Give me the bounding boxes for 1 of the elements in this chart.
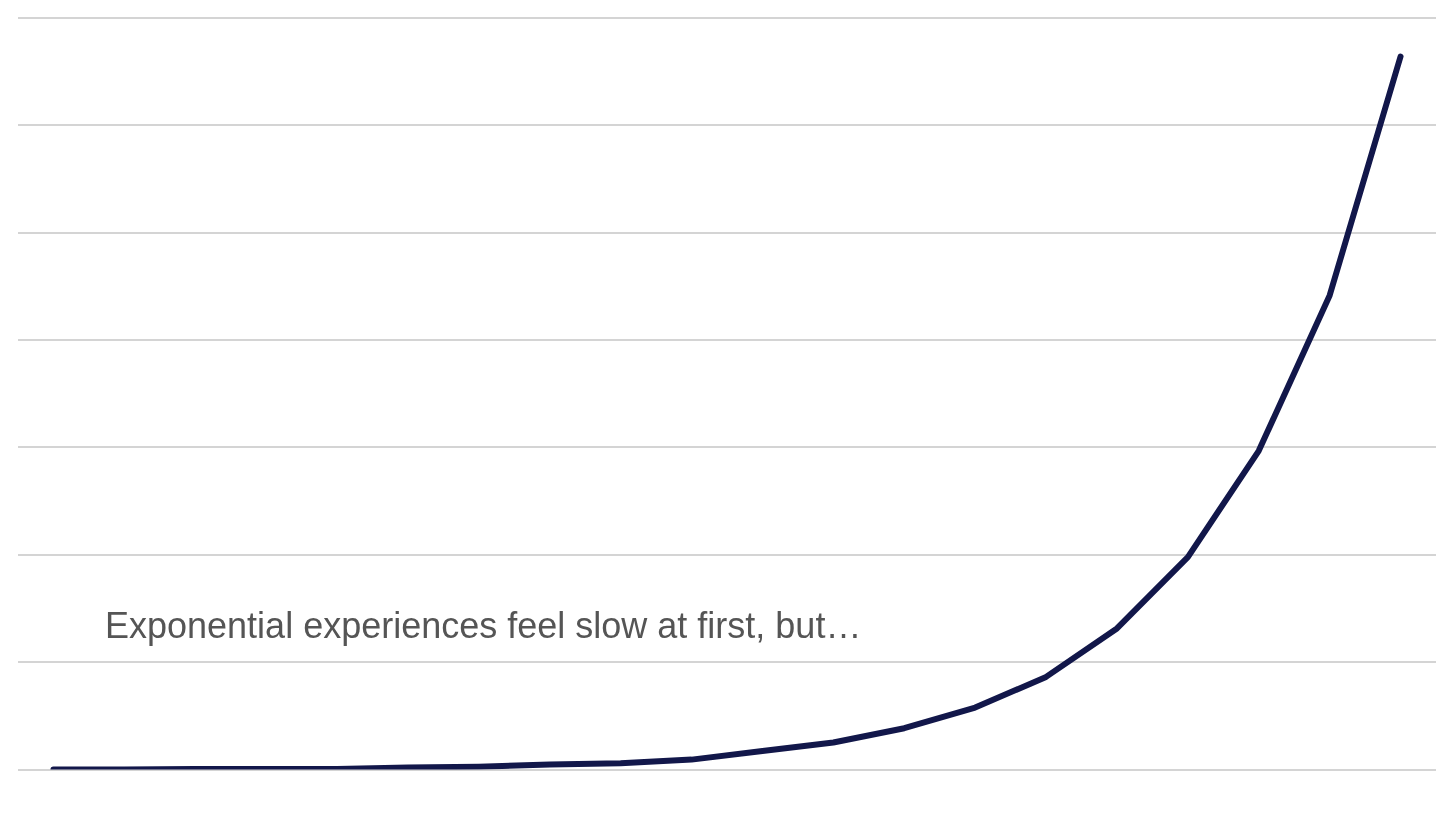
annotation: Exponential experiences feel slow at first, but…	[105, 604, 862, 646]
